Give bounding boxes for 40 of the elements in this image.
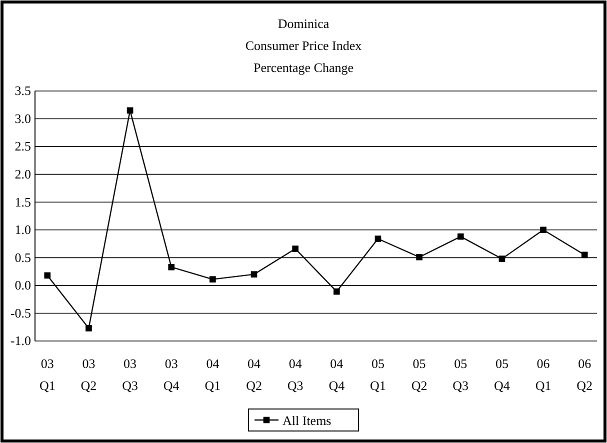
x-tick-label: 04 Q2 xyxy=(246,356,262,393)
point xyxy=(210,276,216,282)
point xyxy=(292,246,298,252)
y-tick-label: -0.5 xyxy=(10,305,31,320)
legend-label: All Items xyxy=(282,413,332,428)
point xyxy=(540,226,546,234)
y-tick-label: 0.0 xyxy=(14,278,31,293)
point xyxy=(581,252,588,258)
y-tick-label: 1.0 xyxy=(14,222,31,238)
x-tick-label: 04 Q4 xyxy=(328,356,346,393)
point xyxy=(457,233,464,240)
y-tick-label: 0.5 xyxy=(14,250,31,265)
y-tick-label: 1.5 xyxy=(14,194,31,210)
y-tick-label: 2.0 xyxy=(14,166,31,182)
point xyxy=(86,325,92,332)
point xyxy=(498,256,506,262)
y-tick-label: 3.0 xyxy=(14,110,31,126)
y-tick-label: -1.0 xyxy=(10,333,31,348)
x-tick-label: 03 Q3 xyxy=(122,356,138,393)
point xyxy=(334,288,340,295)
y-tick-label: 3.5 xyxy=(14,83,31,98)
x-tick-label: 05 Q3 xyxy=(452,356,469,393)
x-tick-label: 04 Q1 xyxy=(204,356,221,393)
x-tick-label: 03 Q4 xyxy=(163,356,180,393)
point xyxy=(44,272,51,279)
x-tick-label: 06 Q2 xyxy=(576,356,593,393)
point xyxy=(168,264,175,270)
point xyxy=(416,254,422,260)
point xyxy=(374,236,382,242)
chart-title: Dominica Consumer Price Index Percentage Change xyxy=(245,16,362,75)
x-tick-label: 03 Q1 xyxy=(39,356,56,393)
point xyxy=(250,271,258,278)
x-tick-label: 06 Q1 xyxy=(535,356,552,393)
point xyxy=(126,107,134,114)
x-tick-label: 05 Q2 xyxy=(411,356,428,393)
x-tick-label: 05 Q4 xyxy=(494,356,510,393)
x-tick-label: 03 Q2 xyxy=(80,356,97,393)
y-tick-label: 2.5 xyxy=(14,138,31,154)
x-tick-label: 05 Q1 xyxy=(370,356,386,393)
x-tick-label: 04 Q3 xyxy=(287,356,304,393)
